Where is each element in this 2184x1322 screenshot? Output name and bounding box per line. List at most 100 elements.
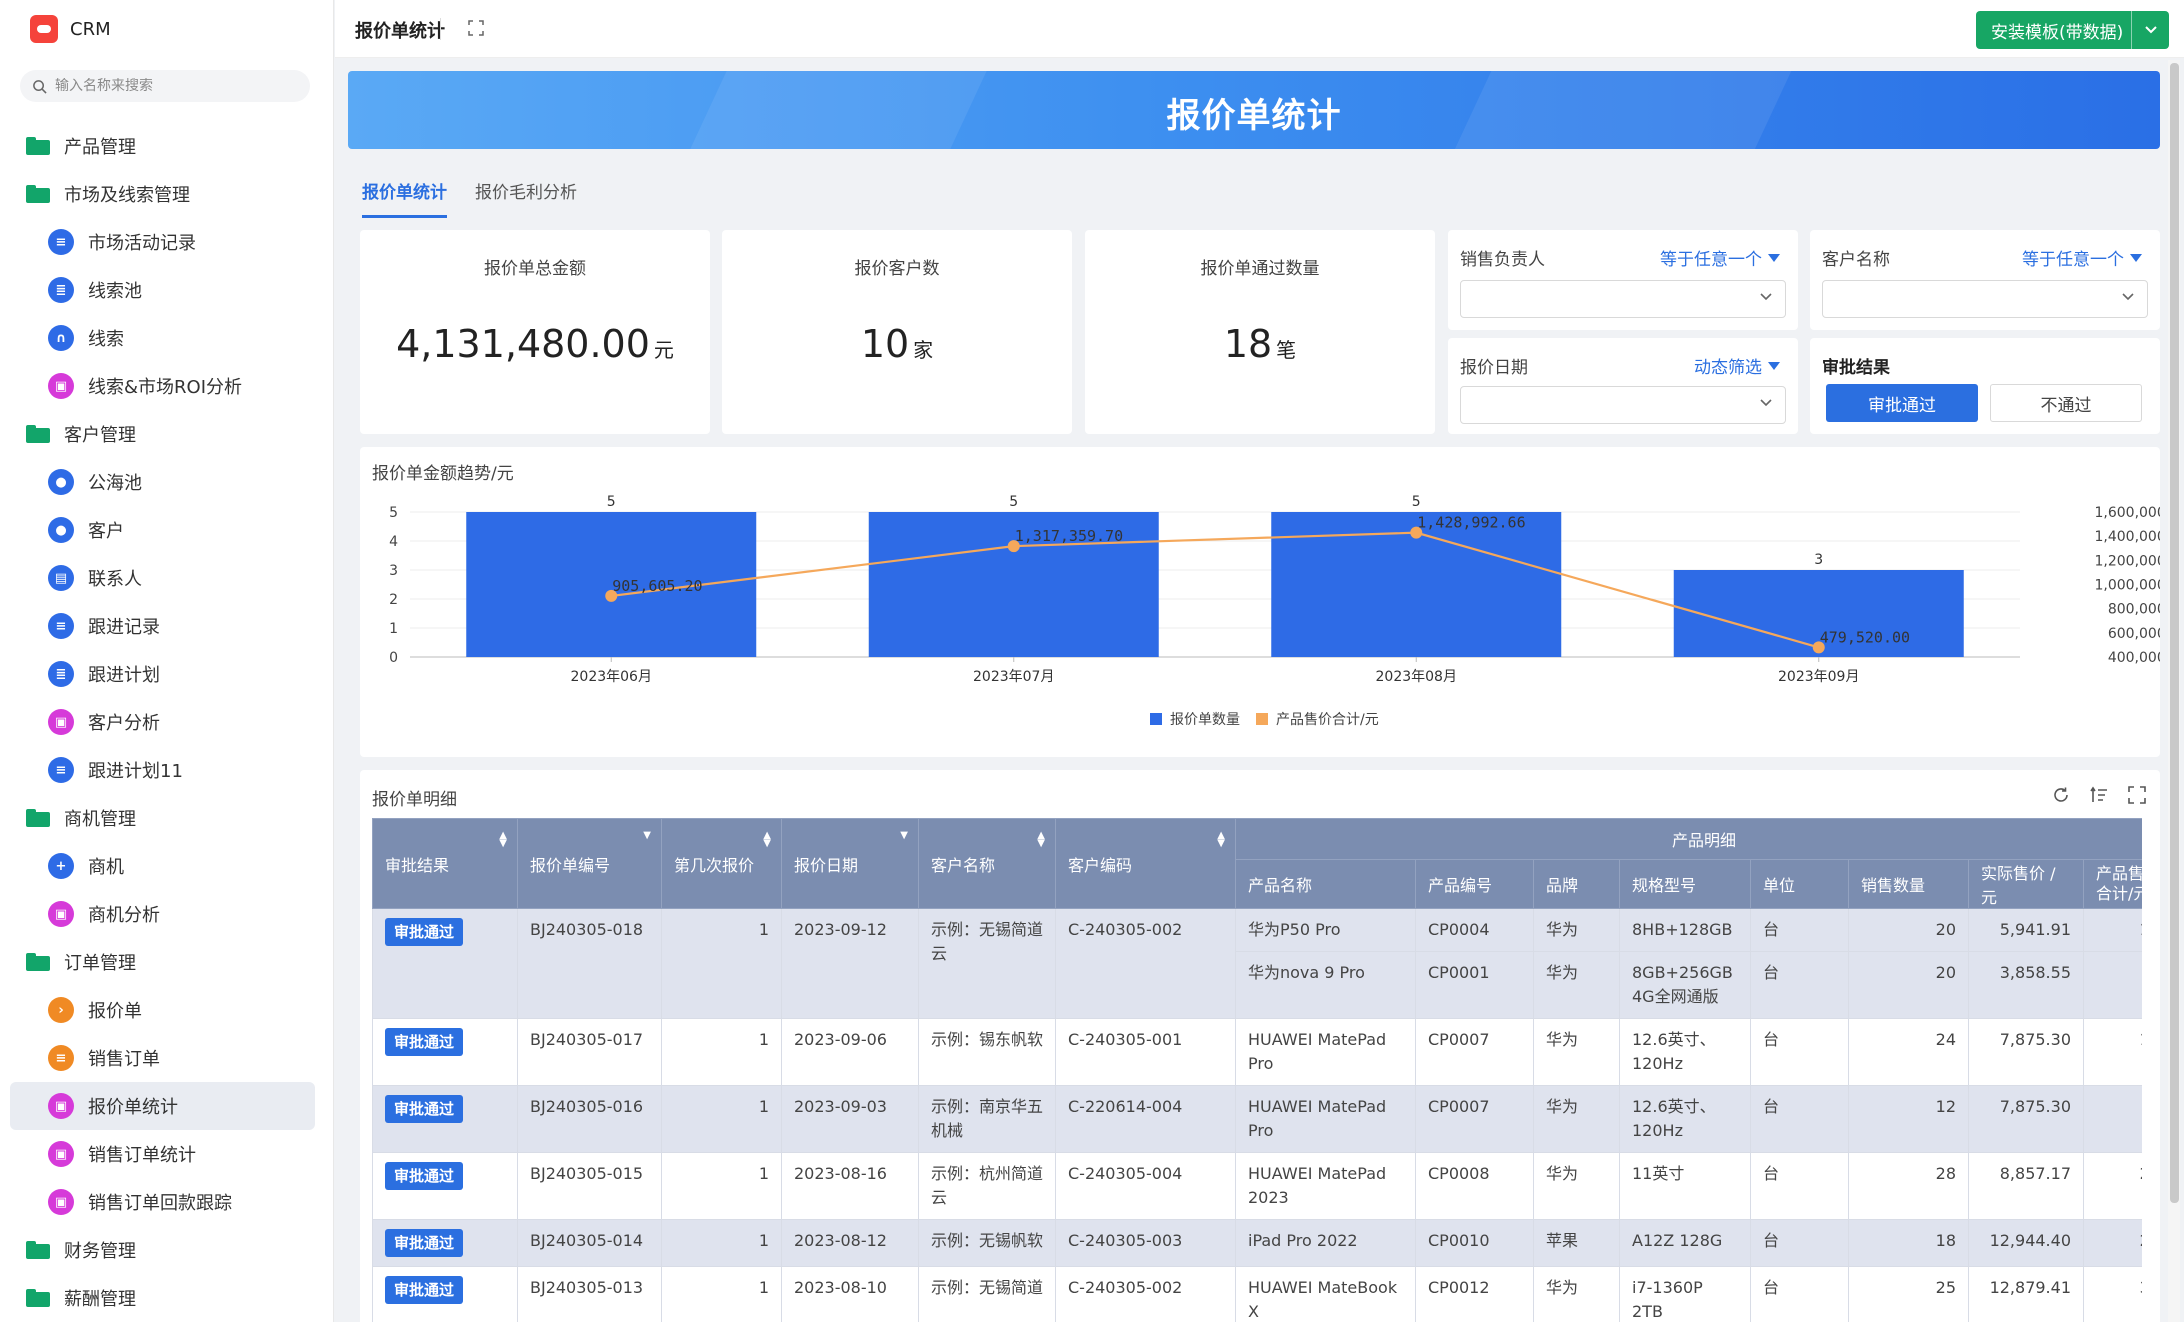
sidebar-item[interactable]: ▣ 销售订单回款跟踪 <box>10 1178 315 1226</box>
cell-brand: 华为 <box>1533 1018 1620 1086</box>
table-row[interactable]: 审批通过 BJ240305-016 1 2023-09-03 示例：南京华五机械 C-22… <box>372 1085 2142 1153</box>
col-brand[interactable]: 品牌 <box>1533 859 1620 909</box>
filter-caret-icon[interactable]: ▼ <box>900 830 908 841</box>
cell-times: 1 <box>661 1266 782 1322</box>
col-qty[interactable]: 销售数量 <box>1848 859 1969 909</box>
sidebar-item[interactable]: › 报价单 <box>10 986 315 1034</box>
sidebar-item[interactable]: 客户管理 <box>10 410 315 458</box>
cell-brand: 华为 <box>1533 1152 1620 1220</box>
salesperson-select[interactable] <box>1460 280 1786 318</box>
refresh-icon[interactable] <box>2052 786 2070 804</box>
cell-product-name: 华为P50 Pro <box>1235 908 1416 952</box>
table-row[interactable]: 审批通过 BJ240305-018 1 2023-09-12 示例：无锡简道云 C-240… <box>372 908 2142 1019</box>
table-viewport[interactable]: 审批结果 ▲ ▼ 报价单编号 ▼ 第几次报价 ▲ ▼ 报价日期 ▼ 客户名称 ▲ ▼ 客户编码 ▲… <box>372 818 2142 1322</box>
cell-times: 1 <box>661 1152 782 1220</box>
sidebar-item[interactable]: ▣ 报价单统计 <box>10 1082 315 1130</box>
sidebar-search[interactable] <box>20 70 310 102</box>
sort-icon[interactable]: ▲ ▼ <box>1217 830 1225 849</box>
sort-icon[interactable] <box>2090 786 2108 804</box>
col-customer[interactable]: 客户名称 ▲ ▼ <box>918 818 1056 909</box>
sidebar-item[interactable]: 商机管理 <box>10 794 315 842</box>
col-price[interactable]: 实际售价 /元 <box>1968 859 2084 909</box>
chevron-down-icon[interactable] <box>2132 25 2169 35</box>
sidebar-item[interactable]: ≡ 市场活动记录 <box>10 218 315 266</box>
col-times[interactable]: 第几次报价 ▲ ▼ <box>661 818 782 909</box>
col-product-name[interactable]: 产品名称 <box>1235 859 1416 909</box>
table-toolbar <box>2052 786 2146 804</box>
col-group-products: 产品明细 <box>1234 818 2142 860</box>
cell-date: 2023-09-03 <box>781 1085 919 1153</box>
sidebar-item[interactable]: ≡ 跟进记录 <box>10 602 315 650</box>
col-quote-code[interactable]: 报价单编号 ▼ <box>517 818 662 909</box>
customer-select[interactable] <box>1822 280 2148 318</box>
sidebar-item[interactable]: ≡ 销售订单 <box>10 1034 315 1082</box>
brand-name: CRM <box>70 18 111 40</box>
sort-icon[interactable]: ▲ ▼ <box>763 830 771 849</box>
sidebar-item[interactable]: ▣ 销售订单统计 <box>10 1130 315 1178</box>
approval-option-approved[interactable]: 审批通过 <box>1826 384 1978 422</box>
bar-label: 5 <box>1009 494 1018 510</box>
col-approval[interactable]: 审批结果 ▲ ▼ <box>372 818 518 909</box>
sidebar-search-input[interactable] <box>55 78 295 94</box>
bar-label: 5 <box>1412 494 1421 510</box>
col-spec[interactable]: 规格型号 <box>1619 859 1751 909</box>
users-icon: ● <box>48 469 74 495</box>
sidebar-item[interactable]: ▤ 联系人 <box>10 554 315 602</box>
col-unit[interactable]: 单位 <box>1750 859 1849 909</box>
page-scrollbar-thumb[interactable] <box>2170 63 2179 1203</box>
sort-icon[interactable]: ▲ ▼ <box>499 830 507 849</box>
sidebar-item[interactable]: ▣ 客户分析 <box>10 698 315 746</box>
col-total[interactable]: 产品售价合计/元 <box>2082 859 2142 909</box>
filter-caret-icon[interactable]: ▼ <box>643 830 651 841</box>
sidebar-item[interactable]: + 商机 <box>10 842 315 890</box>
col-product-code[interactable]: 产品编号 <box>1415 859 1534 909</box>
list-icon: ≣ <box>48 661 74 687</box>
legend-swatch <box>1256 713 1268 725</box>
sidebar-item[interactable]: ∩ 线索 <box>10 314 315 362</box>
y-tick-left: 2 <box>389 592 398 608</box>
cell-qty: 20 <box>1848 951 1969 1019</box>
sidebar-item[interactable]: 订单管理 <box>10 938 315 986</box>
table-row[interactable]: 审批通过 BJ240305-013 1 2023-08-10 示例：无锡简道 C-2403… <box>372 1266 2142 1322</box>
filter-mode-dropdown[interactable]: 动态筛选 <box>1694 353 1780 378</box>
sidebar-item[interactable]: ● 公海池 <box>10 458 315 506</box>
chart-icon: ▣ <box>48 1093 74 1119</box>
sidebar-item[interactable]: 市场及线索管理 <box>10 170 315 218</box>
sidebar-item-label: 线索 <box>88 329 124 350</box>
table-row[interactable]: 审批通过 BJ240305-017 1 2023-09-06 示例：锡东帆软 C-2403… <box>372 1018 2142 1086</box>
sidebar-item[interactable]: 薪酬管理 <box>10 1274 315 1322</box>
filter-mode-dropdown[interactable]: 等于任意一个 <box>2022 245 2142 270</box>
cell-date: 2023-08-16 <box>781 1152 919 1220</box>
cell-customer-code: C-240305-003 <box>1055 1219 1236 1267</box>
sidebar-item[interactable]: ▣ 商机分析 <box>10 890 315 938</box>
sidebar-item[interactable]: ≣ 线索池 <box>10 266 315 314</box>
fullscreen-icon[interactable] <box>2128 786 2146 804</box>
col-customer-code[interactable]: 客户编码 ▲ ▼ <box>1055 818 1236 909</box>
table-row[interactable]: 审批通过 BJ240305-014 1 2023-08-12 示例：无锡帆软 C-2403… <box>372 1219 2142 1267</box>
sidebar-item[interactable]: ≣ 跟进计划 <box>10 650 315 698</box>
kpi-value: 4,131,480.00 元 <box>360 322 710 366</box>
brand[interactable]: CRM <box>30 14 111 44</box>
legend-label: 报价单数量 <box>1170 712 1240 728</box>
cell-quote-code: BJ240305-016 <box>517 1085 662 1153</box>
col-date[interactable]: 报价日期 ▼ <box>781 818 919 909</box>
sidebar-item[interactable]: 财务管理 <box>10 1226 315 1274</box>
tab-gross-profit[interactable]: 报价毛利分析 <box>475 183 577 203</box>
table-row[interactable]: 审批通过 BJ240305-015 1 2023-08-16 示例：杭州简道云 C-240… <box>372 1152 2142 1220</box>
sort-icon[interactable]: ▲ ▼ <box>1037 830 1045 849</box>
sidebar-item[interactable]: ≡ 跟进计划11 <box>10 746 315 794</box>
col-label: 客户名称 <box>931 855 996 875</box>
filter-mode-dropdown[interactable]: 等于任意一个 <box>1660 245 1780 270</box>
sidebar-item[interactable]: 产品管理 <box>10 122 315 170</box>
cell-price: 8,857.17 <box>1968 1152 2084 1220</box>
install-template-button[interactable]: 安装模板(带数据) <box>1976 11 2169 49</box>
sidebar-item[interactable]: ▣ 线索&市场ROI分析 <box>10 362 315 410</box>
date-select[interactable] <box>1460 386 1786 424</box>
tab-quote-stats[interactable]: 报价单统计 <box>362 170 447 218</box>
cell-qty: 20 <box>1848 908 1969 952</box>
fullscreen-icon[interactable] <box>468 20 484 36</box>
table-row[interactable]: 华为nova 9 Pro CP0001 华为 8GB+256GB 4G全网通版台 20 3… <box>373 951 2142 1019</box>
line-point <box>605 589 618 602</box>
approval-option-rejected[interactable]: 不通过 <box>1990 384 2142 422</box>
sidebar-item[interactable]: ● 客户 <box>10 506 315 554</box>
